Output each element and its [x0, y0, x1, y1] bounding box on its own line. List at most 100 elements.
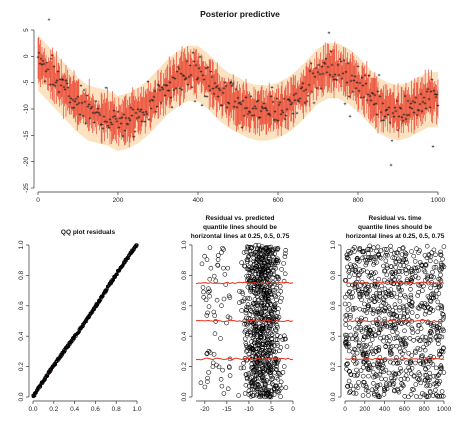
- p3-point: [212, 313, 217, 318]
- p1-x-tick-label: 800: [353, 197, 364, 204]
- p4-point: [403, 257, 409, 263]
- observed-point: [175, 70, 179, 73]
- observed-point: [80, 101, 84, 105]
- observed-point: [167, 89, 171, 93]
- observed-point: [209, 70, 213, 73]
- p4-point: [347, 325, 352, 330]
- p4-point: [379, 303, 384, 309]
- p4-point: [363, 383, 369, 388]
- p3-point: [244, 304, 249, 310]
- p4-point: [390, 255, 395, 260]
- p3-point: [244, 308, 249, 313]
- p4-point: [426, 253, 432, 258]
- p3-x-tick-label: -5: [268, 406, 274, 413]
- p4-point: [413, 274, 418, 279]
- p4-point: [369, 387, 375, 393]
- p3-point: [255, 276, 260, 282]
- observed-point: [78, 113, 82, 116]
- p4-point: [393, 259, 399, 264]
- p4-point: [427, 310, 432, 315]
- p3-point: [260, 365, 266, 371]
- observed-point: [288, 99, 292, 103]
- p4-point: [368, 341, 373, 347]
- p3-point: [263, 387, 269, 392]
- p3-point: [263, 275, 269, 281]
- qq-plot-axes: 0.0 0.2 0.4 0.6 0.8 1.0 0.0 0.2 0.4 0.6 0.8 1.0: [18, 240, 142, 413]
- p4-point: [362, 334, 367, 339]
- p4-point: [439, 304, 445, 309]
- p4-point: [397, 360, 402, 366]
- p4-point: [348, 313, 353, 318]
- p4-point: [390, 271, 395, 277]
- p4-point: [408, 292, 414, 298]
- observed-point: [202, 78, 206, 82]
- p3-point: [267, 287, 273, 292]
- p2-x-tick-label: 0.0: [28, 406, 37, 413]
- p4-point: [414, 394, 419, 399]
- p2-y-tick-label: 0.4: [18, 331, 25, 340]
- p4-point: [403, 294, 408, 300]
- observed-point: [64, 79, 68, 83]
- observed-point: [180, 88, 184, 92]
- p4-point: [439, 305, 445, 311]
- observed-point: [274, 118, 278, 122]
- p3-point: [251, 283, 257, 289]
- p4-point: [354, 256, 360, 262]
- p3-y-tick-label: 0.6: [181, 301, 188, 310]
- p4-point: [378, 255, 384, 261]
- p4-point: [419, 301, 425, 306]
- p4-point: [441, 394, 446, 399]
- p3-point: [260, 257, 265, 263]
- p4-point: [393, 335, 399, 341]
- observed-point: [149, 107, 153, 110]
- p4-point: [383, 253, 388, 258]
- observed-point: [239, 102, 243, 106]
- p3-point: [260, 368, 266, 374]
- p3-point: [245, 348, 250, 353]
- observed-point: [174, 86, 178, 90]
- observed-point: [387, 106, 391, 109]
- p4-point: [375, 296, 380, 301]
- p4-point: [353, 267, 358, 273]
- p3-point: [265, 353, 270, 358]
- observed-point: [72, 106, 76, 110]
- p3-x-tick-label: -15: [222, 406, 232, 413]
- p4-point: [347, 390, 352, 396]
- p4-point: [369, 346, 374, 352]
- observed-point: [369, 99, 373, 102]
- p4-point: [387, 347, 393, 353]
- p3-point: [256, 284, 262, 289]
- observed-point: [363, 73, 367, 77]
- p4-point: [361, 342, 367, 348]
- observed-point: [434, 95, 438, 99]
- p2-x-tick-label: 0.8: [112, 406, 121, 413]
- p3-point: [271, 258, 277, 264]
- p3-point: [278, 289, 284, 294]
- observed-point: [138, 109, 142, 113]
- observed-point: [421, 100, 425, 104]
- observed-point: [296, 98, 300, 102]
- observed-point: [53, 84, 57, 88]
- observed-point: [193, 99, 197, 103]
- p4-point: [394, 313, 400, 319]
- observed-point: [42, 62, 46, 66]
- observed-point: [50, 53, 54, 57]
- p3-point: [245, 284, 251, 290]
- observed-point: [51, 83, 55, 86]
- p3-point: [258, 302, 264, 308]
- p4-point: [433, 264, 439, 270]
- p4-y-tick-label: 0.4: [330, 331, 337, 340]
- p4-point: [406, 351, 412, 356]
- p4-point: [440, 326, 445, 332]
- p4-point: [388, 248, 394, 253]
- p3-point: [267, 272, 273, 278]
- p3-point: [206, 304, 212, 309]
- p4-point: [390, 308, 396, 313]
- p3-point: [262, 388, 268, 393]
- p3-point: [264, 284, 270, 290]
- observed-point: [103, 120, 107, 123]
- observed-point: [134, 111, 138, 115]
- p3-point: [282, 271, 288, 277]
- p3-point: [207, 293, 212, 299]
- p3-point: [221, 391, 227, 396]
